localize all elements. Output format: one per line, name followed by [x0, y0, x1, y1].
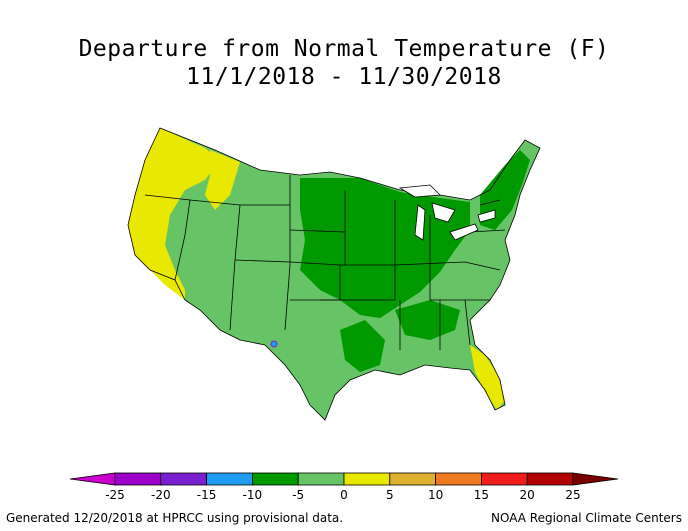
legend-tick-label: 10 [428, 488, 443, 500]
legend-bin [69, 472, 116, 486]
legend-bin [435, 472, 482, 486]
region-warm-mild-west-coast [128, 128, 220, 300]
legend-bin [160, 472, 208, 486]
region-cool-strong-northeast [480, 150, 530, 230]
map-title: Departure from Normal Temperature (F) [78, 36, 610, 62]
legend-tick-label: -10 [243, 488, 263, 500]
legend-tick-label: 20 [520, 488, 535, 500]
us-temperature-departure-map [127, 127, 541, 421]
legend-tick-label: -20 [151, 488, 171, 500]
legend-bin [572, 472, 619, 486]
legend-bin [297, 472, 345, 486]
source-credit: NOAA Regional Climate Centers [491, 511, 682, 525]
legend-tick-label: 15 [474, 488, 489, 500]
region-cool-strong-texas [340, 320, 385, 372]
color-scale-legend: -25 -20 -15 -10 -5 0 5 10 15 20 25 [69, 472, 619, 500]
map-date-range: 11/1/2018 - 11/30/2018 [186, 64, 502, 90]
legend-tick-label: -5 [292, 488, 304, 500]
region-cool-strong-south [395, 300, 460, 340]
legend-tick-label: 25 [565, 488, 580, 500]
legend-bin [114, 472, 162, 486]
legend-tick-label: 5 [386, 488, 394, 500]
region-cool-strong-midwest [300, 178, 470, 318]
legend-bin [206, 472, 253, 486]
legend-bin [343, 472, 391, 486]
legend-tick-label: -15 [197, 488, 217, 500]
generation-note: Generated 12/20/2018 at HPRCC using prov… [6, 511, 344, 525]
legend-bin [389, 472, 436, 486]
legend-tick-label: 0 [340, 488, 348, 500]
great-lakes [398, 184, 496, 241]
legend-bin [480, 472, 528, 486]
cold-anomaly-spot [270, 340, 278, 348]
region-warm-mild-idaho [205, 150, 240, 210]
region-warm-mild-florida [470, 345, 505, 410]
state-boundaries [127, 127, 541, 421]
legend-bin [251, 472, 299, 486]
legend-bin [526, 472, 574, 486]
legend-tick-label: -25 [105, 488, 125, 500]
